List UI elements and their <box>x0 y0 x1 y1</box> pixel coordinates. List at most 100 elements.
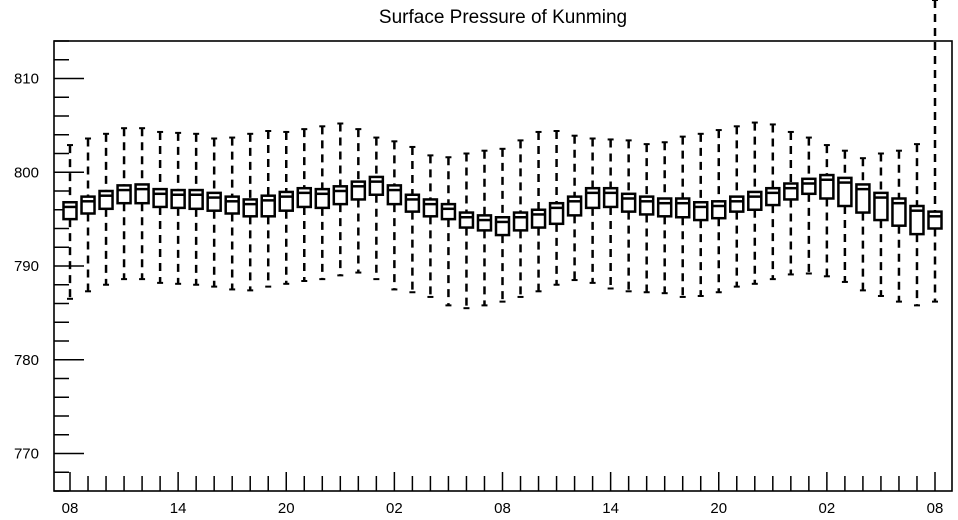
box-item <box>206 137 222 288</box>
box-item <box>62 144 78 300</box>
iqr-box <box>422 198 439 218</box>
box-item <box>692 132 709 297</box>
box-item <box>656 141 673 295</box>
box-item <box>891 149 907 303</box>
box-item <box>134 127 150 281</box>
iqr-box <box>530 208 547 229</box>
x-tick-label: 08 <box>62 500 79 517</box>
box-item <box>530 130 547 293</box>
box-item <box>296 128 313 282</box>
box-item <box>350 128 367 274</box>
iqr-box <box>332 185 349 206</box>
iqr-box <box>260 194 276 218</box>
box-item <box>440 156 457 307</box>
iqr-box <box>494 216 511 237</box>
box-item <box>819 144 835 278</box>
box-item <box>801 136 817 275</box>
iqr-box <box>729 195 745 213</box>
box-item <box>674 135 691 298</box>
box-item <box>783 130 799 276</box>
iqr-box <box>747 190 763 211</box>
box-item <box>188 132 204 286</box>
iqr-box <box>404 193 421 213</box>
box-item <box>873 152 889 297</box>
x-tick-label: 08 <box>494 500 511 517</box>
box-item <box>837 149 853 283</box>
box-item <box>458 152 475 310</box>
x-tick-label: 20 <box>278 500 295 517</box>
box-item <box>927 0 943 303</box>
box-item <box>314 125 331 281</box>
box-item <box>747 121 763 285</box>
y-tick-label: 780 <box>14 352 39 369</box>
box-item <box>765 123 781 281</box>
x-tick-label: 14 <box>602 500 619 517</box>
iqr-box <box>891 197 907 227</box>
iqr-box <box>855 183 871 214</box>
box-item <box>476 149 493 307</box>
iqr-box <box>152 187 168 209</box>
iqr-box <box>909 204 925 236</box>
iqr-box <box>566 195 583 217</box>
iqr-box <box>765 186 781 207</box>
iqr-box <box>278 190 294 212</box>
y-tick-label: 810 <box>14 71 39 88</box>
box-item <box>512 139 529 298</box>
iqr-box <box>458 211 475 229</box>
y-tick-label: 770 <box>14 446 39 463</box>
y-tick-label: 800 <box>14 164 39 181</box>
chart-title: Surface Pressure of Kunming <box>379 7 627 28</box>
box-item <box>404 145 421 294</box>
x-tick-label: 14 <box>170 500 187 517</box>
box-item <box>170 131 186 285</box>
iqr-box <box>80 195 96 215</box>
iqr-box <box>476 214 493 232</box>
iqr-box <box>440 202 457 221</box>
box-item <box>116 127 132 281</box>
x-axis: 08 14 20 02 08 14 20 02 08 <box>62 472 944 517</box>
iqr-box <box>783 182 799 201</box>
iqr-box <box>548 201 565 226</box>
box-item <box>494 147 511 303</box>
iqr-box <box>350 180 367 201</box>
iqr-box <box>801 177 817 196</box>
box-item <box>855 157 871 292</box>
iqr-box <box>296 186 313 209</box>
iqr-box <box>512 211 529 232</box>
box-item <box>278 130 294 285</box>
iqr-box <box>711 200 727 220</box>
iqr-box <box>873 191 889 222</box>
iqr-box <box>62 201 78 221</box>
iqr-box <box>837 176 853 208</box>
box-item <box>548 130 565 286</box>
iqr-box <box>98 189 114 211</box>
iqr-box <box>170 188 186 210</box>
box-item <box>332 122 349 277</box>
box-item <box>224 136 240 291</box>
x-tick-label: 20 <box>710 500 727 517</box>
box-item <box>368 136 385 281</box>
x-tick-label: 08 <box>927 500 944 517</box>
box-item <box>711 129 727 294</box>
y-tick-label: 790 <box>14 258 39 275</box>
box-item <box>152 130 168 284</box>
box-item <box>620 139 637 293</box>
iqr-box <box>206 191 222 212</box>
iqr-box <box>368 175 385 196</box>
box-series <box>62 0 943 310</box>
iqr-box <box>674 197 691 219</box>
box-item <box>584 137 601 284</box>
x-tick-label: 02 <box>819 500 836 517</box>
box-item <box>386 140 403 291</box>
iqr-box <box>638 195 655 216</box>
iqr-box <box>927 210 943 230</box>
box-item <box>260 130 276 288</box>
box-item <box>638 143 655 294</box>
box-item <box>566 134 583 282</box>
iqr-box <box>314 187 331 210</box>
iqr-box <box>602 186 619 209</box>
x-tick-label: 02 <box>386 500 403 517</box>
